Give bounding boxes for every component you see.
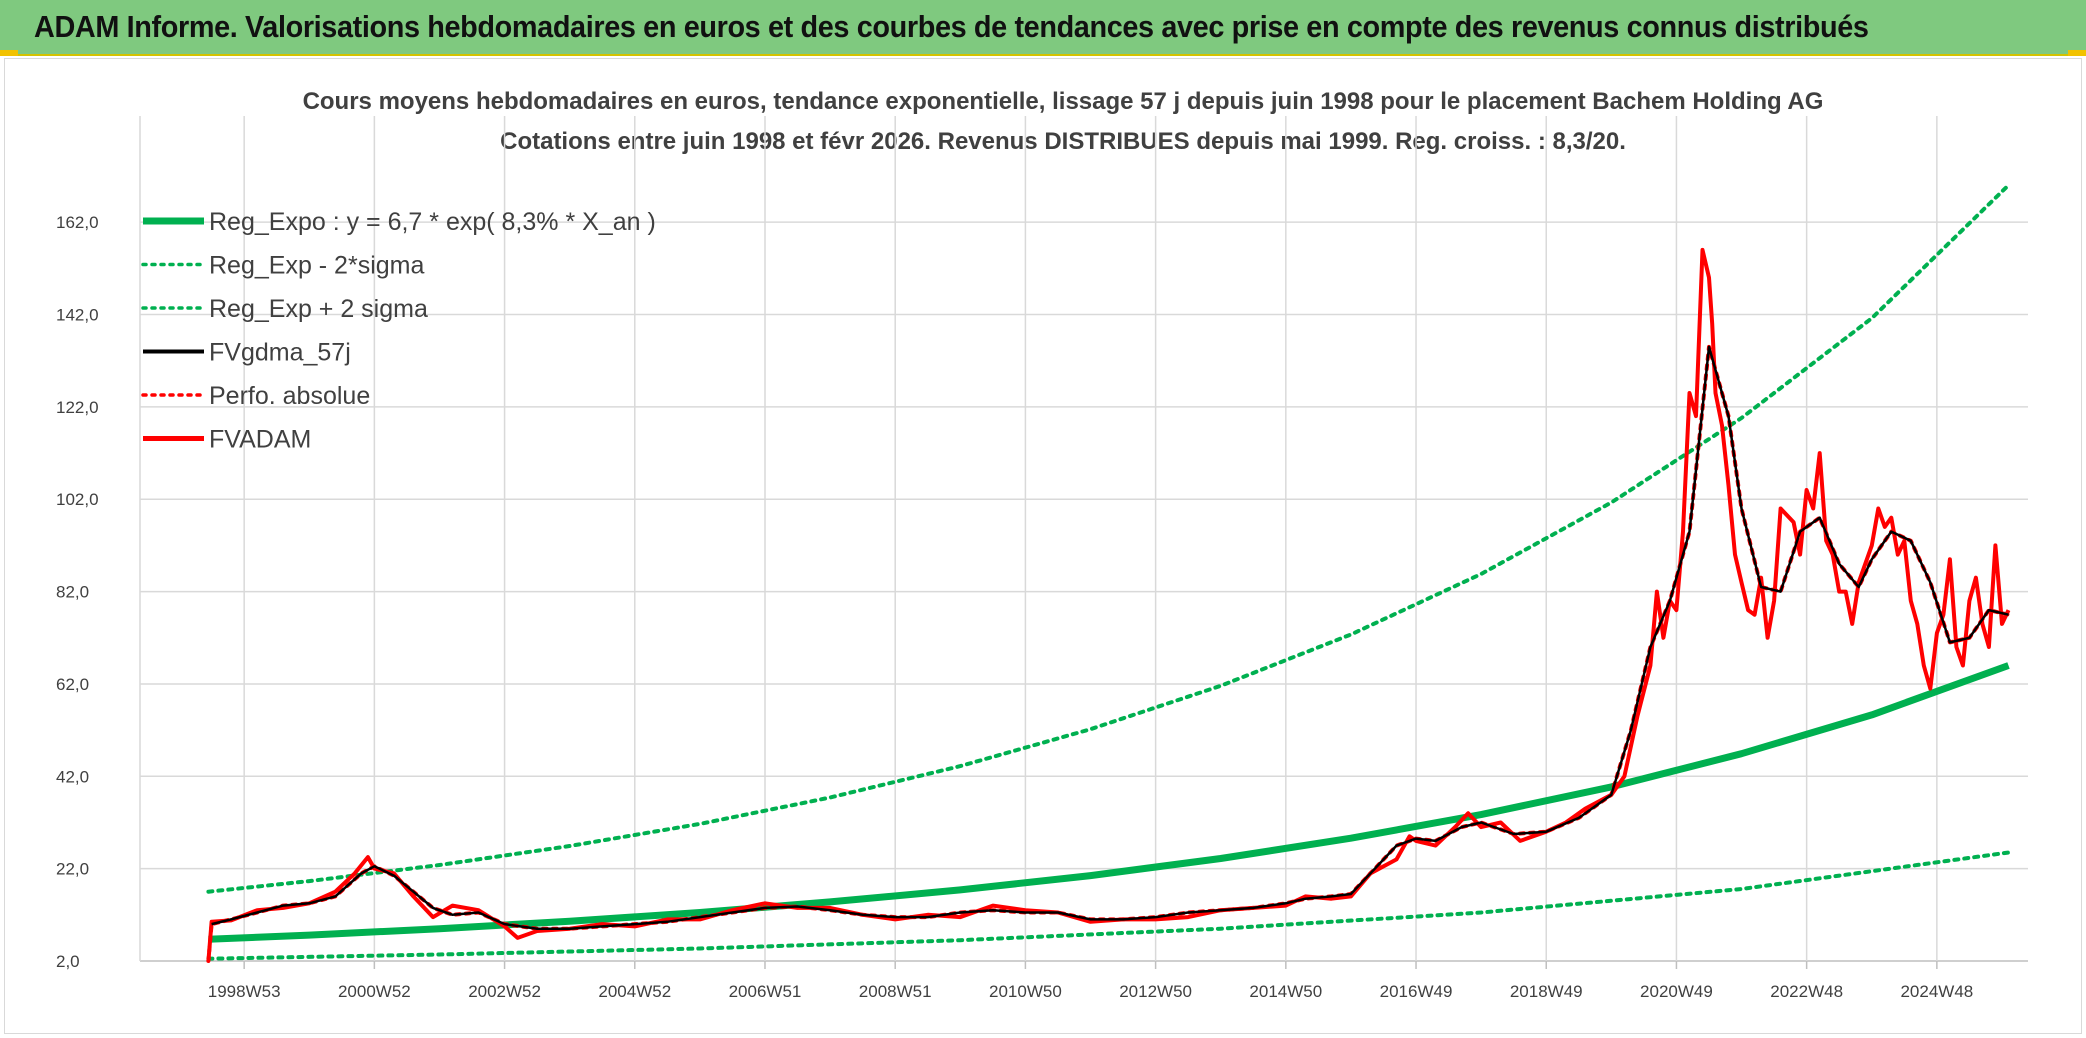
chart-title: Cours moyens hebdomadaires en euros, ten… (303, 88, 1824, 115)
series-line-4 (211, 345, 2009, 930)
x-tick-label: 2010W50 (989, 982, 1062, 1001)
y-tick-label: 162,0 (56, 213, 99, 232)
legend: Reg_Expo : y = 6,7 * exp( 8,3% * X_an ) R… (141, 208, 656, 454)
x-tick-label: 2014W50 (1249, 982, 1322, 1001)
x-tick-label: 2022W48 (1770, 982, 1843, 1001)
y-tick-label: 22,0 (56, 860, 89, 879)
y-tick-label: 102,0 (56, 490, 99, 509)
x-tick-label: 2016W49 (1380, 982, 1453, 1001)
series-line-3 (206, 183, 2011, 894)
y-tick-label: 142,0 (56, 306, 99, 325)
y-tick-label: 122,0 (56, 398, 99, 417)
x-tick-label: 1998W53 (208, 982, 281, 1001)
banner-corner-right (2068, 50, 2086, 56)
y-tick-label: 42,0 (56, 767, 89, 786)
x-tick-label: 2012W50 (1119, 982, 1192, 1001)
banner-corner-left (0, 50, 18, 56)
chart-frame (4, 58, 2082, 1034)
x-tick-label: 2020W49 (1640, 982, 1713, 1001)
chart-subtitle: Cotations entre juin 1998 et févr 2026. … (500, 128, 1626, 155)
legend-label: Reg_Exp - 2*sigma (209, 252, 424, 280)
x-tick-label: 2018W49 (1510, 982, 1583, 1001)
legend-label: Perfo. absolue (209, 382, 370, 410)
x-tick-label: 2006W51 (729, 982, 802, 1001)
legend-label: Reg_Expo : y = 6,7 * exp( 8,3% * X_an ) (209, 208, 656, 236)
series-group (206, 183, 2011, 963)
y-tick-label: 62,0 (56, 675, 89, 694)
x-tick-label: 2000W52 (338, 982, 411, 1001)
y-tick-label: 82,0 (56, 583, 89, 602)
report-banner: ADAM Informe. Valorisations hebdomadaire… (0, 0, 2086, 56)
x-tick-label: 2004W52 (598, 982, 671, 1001)
y-tick-label: 2,0 (56, 952, 80, 971)
x-tick-label: 2008W51 (859, 982, 932, 1001)
axes: 2,0 22,0 42,0 62,0 82,0 102,0 122,0 142,0 162,0 1… (56, 213, 1973, 1001)
legend-label: Reg_Exp + 2 sigma (209, 295, 428, 323)
x-tick-label: 2002W52 (468, 982, 541, 1001)
legend-label: FVgdma_57j (209, 339, 351, 367)
series-line-2 (206, 850, 2011, 961)
report-title: ADAM Informe. Valorisations hebdomadaire… (34, 9, 1869, 44)
series-line-1 (208, 662, 2010, 943)
legend-label: FVADAM (209, 426, 311, 454)
series-line-6 (206, 247, 2011, 962)
grid (139, 116, 2028, 962)
x-tick-label: 2024W48 (1900, 982, 1973, 1001)
